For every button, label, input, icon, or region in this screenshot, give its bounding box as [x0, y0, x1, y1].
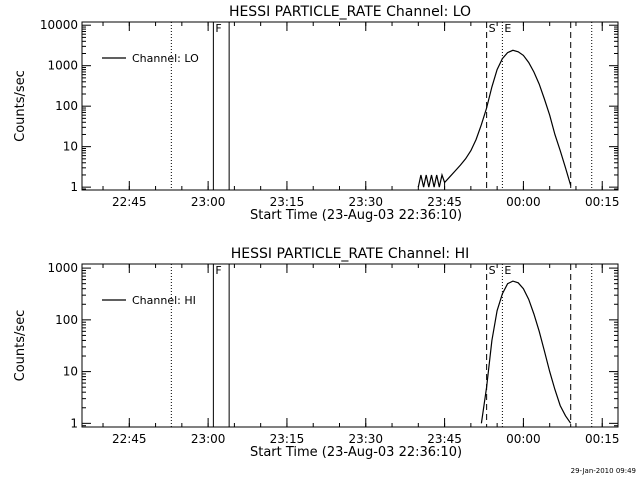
x-tick-label: 23:00: [191, 432, 226, 446]
y-axis-label: Counts/sec: [13, 70, 28, 142]
x-axis-label: Start Time (23-Aug-03 22:36:10): [250, 208, 462, 223]
event-marker-label: F: [215, 264, 221, 277]
x-tick-label: 23:15: [270, 432, 305, 446]
event-marker-label: E: [504, 22, 511, 35]
event-marker-label: S: [489, 264, 496, 277]
generation-timestamp: 29-Jan-2010 09:49: [571, 467, 636, 475]
event-marker-label: S: [489, 22, 496, 35]
y-tick-label: 1: [70, 416, 78, 430]
y-tick-label: 10: [63, 365, 78, 379]
x-tick-label: 23:45: [427, 195, 462, 209]
chart-title: HESSI PARTICLE_RATE Channel: HI: [231, 246, 469, 262]
x-tick-label: 00:00: [506, 195, 541, 209]
x-tick-label: 23:45: [427, 432, 462, 446]
y-tick-label: 100: [55, 313, 78, 327]
x-tick-label: 00:15: [585, 432, 620, 446]
event-marker-label: E: [504, 264, 511, 277]
y-tick-label: 100: [55, 99, 78, 113]
series-line: [480, 280, 572, 424]
x-tick-label: 00:15: [585, 195, 620, 209]
x-tick-label: 23:30: [348, 195, 383, 209]
event-marker-label: F: [215, 22, 221, 35]
y-tick-label: 1000: [47, 59, 78, 73]
legend-label: Channel: LO: [132, 52, 199, 65]
plot-frame: [81, 263, 619, 428]
y-axis-label: Counts/sec: [13, 310, 28, 382]
y-tick-label: 1: [70, 180, 78, 194]
x-tick-label: 23:30: [348, 432, 383, 446]
series-line: [417, 49, 572, 188]
x-tick-label: 22:45: [112, 432, 147, 446]
y-tick-label: 10000: [40, 18, 78, 32]
legend-label: Channel: HI: [132, 294, 196, 307]
x-tick-label: 23:00: [191, 195, 226, 209]
x-tick-label: 00:00: [506, 432, 541, 446]
y-tick-label: 10: [63, 140, 78, 154]
y-tick-label: 1000: [47, 261, 78, 275]
plot-frame: [81, 21, 619, 191]
x-axis-label: Start Time (23-Aug-03 22:36:10): [250, 445, 462, 460]
chart-title: HESSI PARTICLE_RATE Channel: LO: [229, 4, 471, 20]
x-tick-label: 23:15: [270, 195, 305, 209]
x-tick-label: 22:45: [112, 195, 147, 209]
